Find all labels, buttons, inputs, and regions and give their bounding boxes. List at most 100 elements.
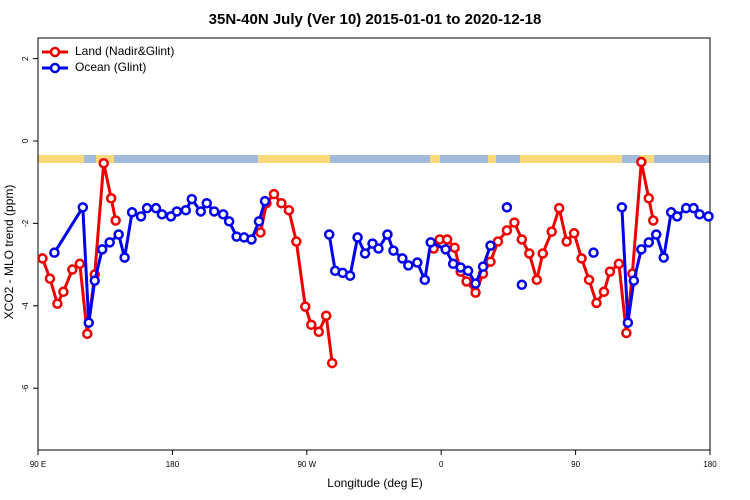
data-point (320, 310, 332, 321)
data-point (643, 193, 655, 204)
data-point (276, 197, 287, 209)
data-point (344, 270, 356, 281)
data-point (141, 202, 153, 214)
x-tick-label: 0 (439, 460, 444, 469)
data-point (217, 209, 229, 220)
data-point (546, 226, 557, 237)
data-point (119, 252, 130, 263)
data-point (352, 232, 363, 243)
data-point (628, 275, 640, 286)
data-point (306, 319, 317, 331)
data-point (636, 244, 647, 255)
data-point (588, 247, 599, 258)
data-point (501, 225, 513, 236)
data-point (461, 276, 472, 287)
legend-label: Ocean (Glint) (75, 60, 146, 74)
data-point (283, 204, 295, 216)
data-point (253, 216, 265, 227)
data-point (104, 237, 115, 248)
data-point (49, 247, 60, 258)
data-point (622, 317, 634, 328)
data-point (373, 243, 384, 254)
series-line (41, 160, 655, 364)
data-point (419, 274, 431, 286)
data-point (359, 248, 371, 259)
data-point (516, 234, 528, 245)
data-point (83, 317, 95, 328)
data-point (671, 211, 683, 222)
data-point (568, 228, 580, 239)
data-point (440, 244, 451, 255)
y-axis-label: XCO2 - MLO trend (ppm) (2, 185, 16, 320)
data-point (403, 260, 414, 271)
data-point (616, 202, 628, 213)
data-point (648, 215, 659, 226)
x-axis-label: Longitude (deg E) (327, 476, 422, 490)
data-point (524, 248, 535, 259)
data-point (583, 274, 595, 286)
y-tick-label: -4 (21, 302, 30, 310)
data-point (300, 301, 311, 312)
data-point (223, 216, 235, 227)
data-point (485, 256, 496, 267)
data-point (643, 237, 655, 248)
data-point (485, 240, 496, 251)
data-point (201, 197, 212, 209)
data-point (135, 211, 147, 222)
data-point (425, 237, 436, 248)
data-point (621, 327, 632, 339)
data-point (52, 298, 63, 309)
legend-marker (49, 46, 61, 58)
series-line (53, 197, 709, 325)
data-point (412, 257, 423, 268)
data-point (323, 229, 335, 240)
y-tick-label: 2 (21, 56, 30, 61)
data-point (246, 234, 257, 245)
data-point (208, 206, 220, 217)
data-point (291, 236, 302, 247)
data-point (171, 206, 183, 217)
y-tick-label: -2 (21, 219, 30, 227)
data-point (67, 264, 78, 275)
data-point (441, 234, 453, 245)
data-point (470, 287, 481, 298)
data-point (516, 279, 528, 291)
data-point (113, 229, 124, 240)
y-tick-label: -6 (21, 384, 30, 392)
data-point (44, 273, 56, 284)
data-point (37, 253, 48, 264)
data-point (636, 156, 647, 168)
data-point (397, 253, 408, 264)
data-point (195, 206, 207, 217)
y-tick-label: 0 (21, 138, 30, 143)
x-tick-label: 90 (571, 460, 580, 469)
data-point (313, 326, 324, 338)
data-point (470, 278, 481, 289)
data-point (98, 157, 109, 169)
data-point (156, 209, 168, 220)
data-point (613, 258, 625, 270)
data-point (531, 274, 543, 286)
data-point (492, 236, 504, 247)
data-point (658, 252, 669, 263)
plot-frame (37, 37, 711, 451)
data-point (561, 236, 572, 247)
x-tick-label: 180 (703, 460, 717, 469)
data-point (74, 258, 86, 270)
data-point (703, 211, 714, 222)
data-point (537, 248, 548, 259)
data-point (58, 286, 69, 298)
data-point (268, 188, 280, 200)
data-point (180, 204, 192, 216)
data-point (110, 215, 121, 226)
data-point (388, 245, 399, 256)
data-point (186, 193, 198, 205)
data-point (688, 202, 699, 214)
data-point (501, 202, 513, 213)
data-point (126, 207, 138, 218)
data-point (449, 242, 460, 253)
data-point (650, 229, 662, 240)
data-point (591, 297, 602, 309)
data-point (694, 209, 705, 220)
